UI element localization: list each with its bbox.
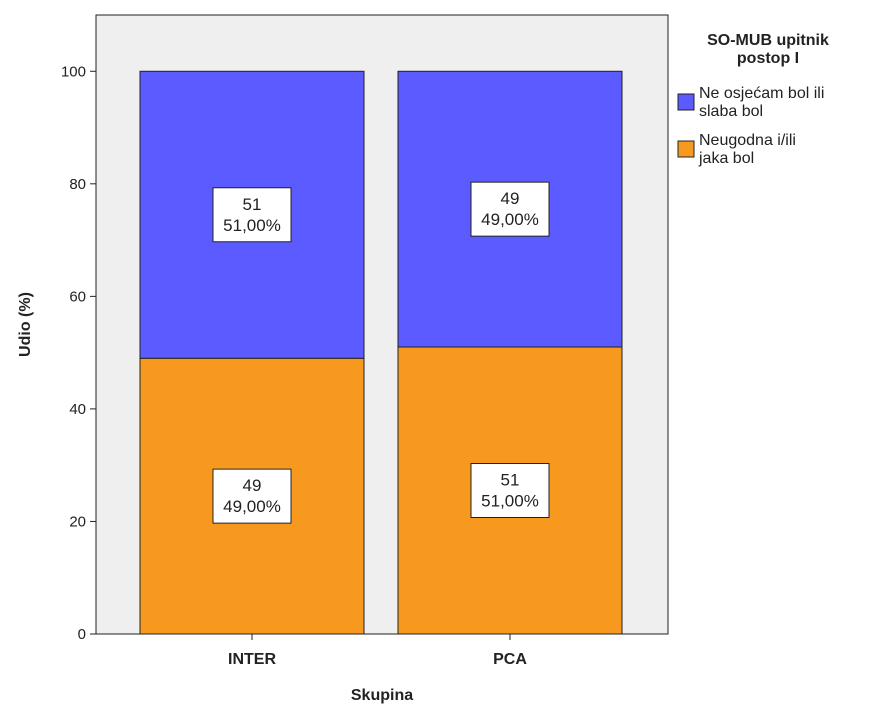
x-tick-label-inter: INTER: [228, 651, 276, 668]
y-tick-label: 100: [61, 63, 86, 80]
data-label-box: [212, 468, 292, 524]
data-label-box: [470, 463, 550, 519]
y-axis-title: Udio (%): [17, 292, 34, 357]
data-label-box: [470, 181, 550, 237]
data-label-count: 51: [243, 195, 262, 214]
y-tick-label: 20: [69, 513, 86, 530]
legend-title-line: postop I: [737, 50, 799, 67]
legend-entry-label: jaka bol: [698, 150, 754, 167]
legend-entry-label: slaba bol: [699, 103, 763, 120]
legend-entry-label: Neugodna i/ili: [699, 132, 796, 149]
x-axis: INTER PCA: [228, 634, 527, 668]
y-tick-label: 40: [69, 401, 86, 418]
data-label-count: 49: [243, 476, 262, 495]
data-label-percent: 49,00%: [223, 497, 281, 516]
legend-swatch: [677, 140, 695, 158]
data-label-count: 51: [501, 471, 520, 490]
data-label-percent: 51,00%: [481, 492, 539, 511]
x-tick-label-pca: PCA: [493, 651, 527, 668]
y-tick-label: 80: [69, 176, 86, 193]
data-label-box: [212, 187, 292, 243]
legend-entry-label: Ne osjećam bol ili: [699, 85, 824, 102]
y-axis: 0 20 40 60 80 100: [61, 63, 96, 643]
x-axis-title: Skupina: [351, 687, 413, 704]
data-label-percent: 49,00%: [481, 210, 539, 229]
data-labels-group: 49 49,00% 51 51,00% 51 51,00% 49 49,00%: [212, 181, 550, 524]
data-label-count: 49: [501, 189, 520, 208]
data-label-percent: 51,00%: [223, 216, 281, 235]
y-tick-label: 0: [78, 626, 86, 643]
legend-title-line: SO-MUB upitnik: [707, 32, 829, 49]
legend-swatch: [677, 93, 695, 111]
y-tick-label: 60: [69, 288, 86, 305]
